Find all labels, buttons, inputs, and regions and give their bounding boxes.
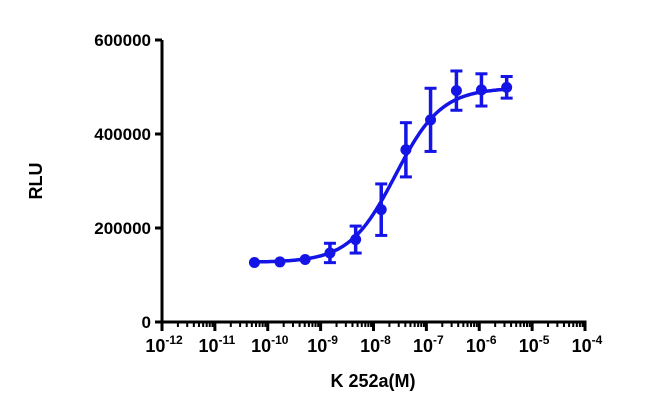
- data-point: [375, 204, 387, 216]
- x-tick-base: 10: [360, 336, 380, 356]
- data-point: [475, 84, 487, 96]
- x-tick-label: 10-6: [466, 333, 497, 356]
- x-tick-label: 10-11: [199, 333, 236, 356]
- x-tick-base: 10: [251, 336, 271, 356]
- x-tick-exponent: -7: [433, 333, 444, 347]
- x-tick-base: 10: [572, 336, 592, 356]
- x-tick-exponent: -9: [327, 333, 338, 347]
- x-tick-exponent: -6: [486, 333, 497, 347]
- data-point: [299, 254, 311, 266]
- data-marks: [248, 69, 513, 269]
- data-point: [324, 247, 336, 259]
- x-tick-exponent: -10: [271, 333, 289, 347]
- y-tick-label: 200000: [94, 219, 151, 238]
- data-point: [400, 144, 412, 156]
- x-tick-base: 10: [199, 336, 219, 356]
- x-tick-base: 10: [466, 336, 486, 356]
- data-point: [425, 114, 437, 126]
- x-tick-exponent: -5: [539, 333, 550, 347]
- x-tick-exponent: -4: [592, 333, 603, 347]
- x-tick-base: 10: [145, 336, 165, 356]
- x-tick-base: 10: [519, 336, 539, 356]
- y-axis-title: RLU: [26, 163, 46, 200]
- y-tick-label: 0: [142, 313, 151, 332]
- x-tick-exponent: -12: [165, 333, 183, 347]
- x-tick-label: 10-4: [572, 333, 603, 356]
- x-tick-base: 10: [307, 336, 327, 356]
- data-point: [350, 234, 362, 246]
- x-tick-label: 10-7: [413, 333, 444, 356]
- data-point: [274, 256, 286, 268]
- x-tick-label: 10-10: [251, 333, 289, 356]
- x-tick-exponent: -11: [219, 333, 236, 347]
- data-point: [450, 85, 462, 97]
- data-point: [248, 257, 260, 269]
- y-tick-label: 600000: [94, 31, 151, 50]
- x-tick-label: 10-5: [519, 333, 550, 356]
- x-tick-exponent: -8: [380, 333, 391, 347]
- y-tick-label: 400000: [94, 125, 151, 144]
- x-tick-label: 10-9: [307, 333, 338, 356]
- x-tick-label: 10-12: [145, 333, 183, 356]
- x-tick-label: 10-8: [360, 333, 391, 356]
- data-point: [501, 81, 513, 93]
- x-tick-base: 10: [413, 336, 433, 356]
- x-axis-title: K 252a(M): [330, 371, 415, 391]
